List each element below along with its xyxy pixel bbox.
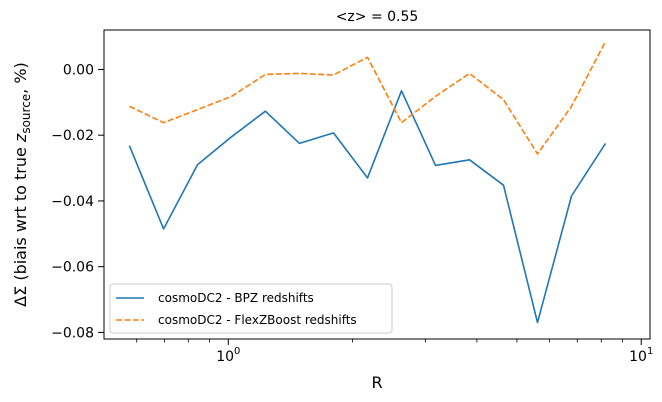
x-axis: 100 101 [136,339,653,365]
legend: cosmoDC2 - BPZ redshifts cosmoDC2 - FlexZ… [109,283,393,334]
y-axis-title-prefix: ΔΣ (biais wrt to true [11,142,30,307]
y-tick-label-5: −0.08 [51,325,94,341]
legend-box [109,283,393,334]
y-axis-title: ΔΣ (biais wrt to true zsource, %) [11,62,33,307]
y-tick-label-2: −0.02 [51,128,94,144]
y-tick-label-1: 0.00 [63,62,94,78]
y-axis-title-subscript: source [19,94,33,134]
y-axis-title-suffix: , %) [11,62,30,94]
series-line-2 [129,41,607,155]
y-axis: 0.00 −0.02 −0.04 −0.06 −0.08 [51,62,104,341]
y-axis-title-variable: z [11,133,30,143]
x-axis-title: R [371,373,382,392]
series-line-1 [128,90,607,324]
y-tick-label-4: −0.06 [51,260,94,276]
chart-title: <z> = 0.55 [336,9,419,25]
legend-label-1: cosmoDC2 - BPZ redshifts [158,291,314,305]
x-tick-label-2: 101 [629,346,653,365]
legend-label-2: cosmoDC2 - FlexZBoost redshifts [158,313,357,327]
x-tick-label-1: 100 [216,346,240,365]
y-tick-label-3: −0.04 [51,194,94,210]
plot-frame [103,29,651,340]
plot-area [128,41,607,324]
